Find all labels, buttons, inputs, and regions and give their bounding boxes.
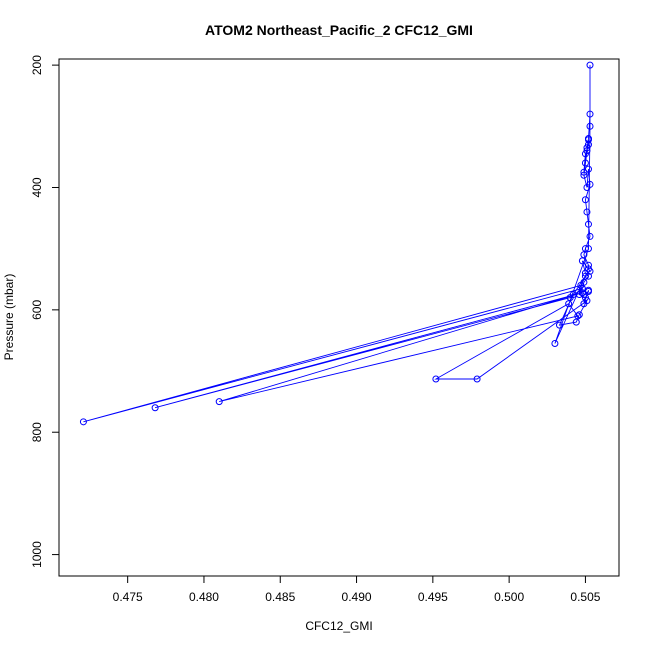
- y-tick-label: 200: [30, 55, 44, 75]
- x-tick-label: 0.485: [265, 590, 295, 604]
- data-point: [575, 311, 583, 319]
- data-point: [586, 232, 594, 240]
- plot-frame: [58, 58, 620, 577]
- series-line: [83, 65, 591, 423]
- data-point: [583, 297, 591, 305]
- data-point: [580, 171, 588, 179]
- plot-area: [79, 61, 594, 426]
- data-point: [581, 272, 589, 280]
- data-point: [578, 257, 586, 265]
- x-axis-label: CFC12_GMI: [305, 619, 372, 633]
- data-point: [569, 291, 577, 299]
- data-point: [555, 321, 563, 329]
- x-tick-label: 0.490: [342, 590, 372, 604]
- x-tick-label: 0.505: [570, 590, 600, 604]
- data-point: [584, 136, 592, 144]
- data-point: [581, 196, 589, 204]
- y-axis: 200 400 600 800 1000: [30, 55, 59, 568]
- data-point: [432, 375, 440, 383]
- x-axis: 0.475 0.480 0.485 0.490 0.495 0.500 0.505: [113, 576, 601, 604]
- data-point: [584, 220, 592, 228]
- x-tick-label: 0.480: [189, 590, 219, 604]
- y-axis-label: Pressure (mbar): [2, 274, 16, 361]
- y-tick-label: 800: [30, 422, 44, 442]
- data-point: [551, 340, 559, 348]
- data-point: [583, 208, 591, 216]
- data-point: [79, 418, 87, 426]
- data-point: [584, 272, 592, 280]
- data-point: [215, 398, 223, 406]
- y-tick-label: 600: [30, 300, 44, 320]
- data-point: [584, 141, 592, 149]
- data-point: [584, 245, 592, 253]
- data-point: [586, 267, 594, 275]
- data-point: [565, 300, 573, 308]
- x-tick-label: 0.475: [113, 590, 143, 604]
- data-point: [584, 165, 592, 173]
- x-tick-label: 0.500: [494, 590, 524, 604]
- data-point: [586, 61, 594, 69]
- data-point: [586, 180, 594, 188]
- data-point: [586, 122, 594, 130]
- data-point: [586, 110, 594, 118]
- data-point: [581, 159, 589, 167]
- x-tick-label: 0.495: [418, 590, 448, 604]
- data-point: [572, 318, 580, 326]
- data-point: [151, 404, 159, 412]
- data-point: [578, 284, 586, 292]
- y-tick-label: 400: [30, 177, 44, 197]
- data-point: [578, 289, 586, 297]
- y-tick-label: 1000: [30, 541, 44, 568]
- data-point: [473, 375, 481, 383]
- chart-title: ATOM2 Northeast_Pacific_2 CFC12_GMI: [205, 22, 473, 38]
